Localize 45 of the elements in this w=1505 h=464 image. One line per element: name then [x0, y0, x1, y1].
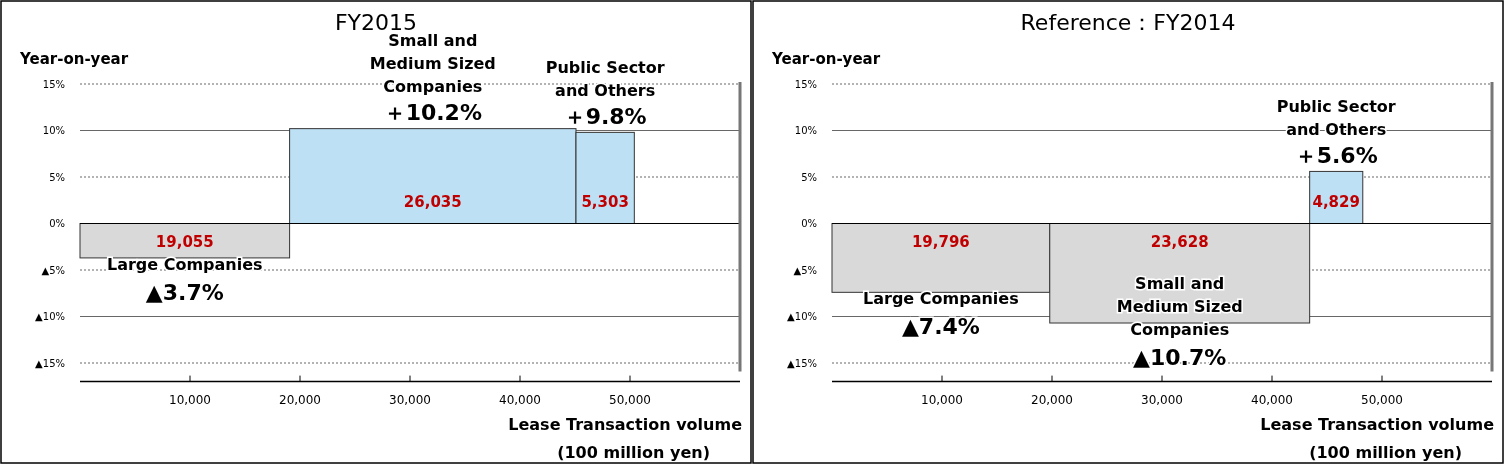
y-tick-label: 5%	[801, 171, 817, 183]
y-tick-label: 10%	[42, 125, 65, 136]
y-tick-label: ▲5%	[793, 264, 817, 276]
y-tick-label: ▲5%	[41, 264, 65, 276]
y-tick-label: ▲15%	[787, 357, 817, 369]
x-tick-label: 20,000	[1031, 392, 1073, 407]
annotation: 23,628	[1150, 232, 1209, 251]
x-axis-title: Lease Transaction volume (100 million yen)	[1260, 414, 1495, 462]
y-tick-label: 15%	[794, 78, 817, 90]
x-tick-label: 30,000	[1141, 392, 1183, 407]
y-axis-title: Year-on-year	[19, 50, 129, 68]
annotation: 19,796	[911, 232, 970, 251]
annotation: ▲3.7%	[145, 279, 224, 305]
y-tick-label: 5%	[49, 171, 65, 183]
x-tick-label: 20,000	[279, 392, 321, 407]
annotation: 26,035	[403, 192, 462, 211]
x-tick-label: 50,000	[1361, 392, 1403, 407]
annotation: ＋5.6%	[1294, 143, 1378, 169]
y-tick-label: 0%	[801, 218, 817, 229]
chart-title: Reference：FY2014	[1020, 10, 1236, 35]
x-tick-label: 10,000	[169, 392, 211, 407]
y-tick-label: 15%	[42, 78, 65, 90]
annotation: ＋9.8%	[563, 104, 647, 130]
y-tick-label: ▲15%	[35, 357, 65, 369]
annotation: Small and Medium Sized Companies	[1116, 273, 1243, 339]
y-tick-label: ▲10%	[35, 311, 65, 322]
x-tick-label: 10,000	[921, 392, 963, 407]
y-tick-label: 0%	[49, 218, 65, 229]
annotation: 5,303	[581, 192, 629, 211]
annotation: Large Companies	[863, 288, 1019, 308]
x-tick-label: 50,000	[609, 392, 651, 407]
annotation: ▲7.4%	[901, 314, 980, 340]
y-tick-label: ▲10%	[787, 311, 817, 322]
x-tick-label: 40,000	[499, 392, 541, 407]
y-tick-label: 10%	[794, 125, 817, 136]
annotation: ＋10.2%	[383, 100, 482, 126]
x-tick-label: 40,000	[1251, 392, 1293, 407]
annotation: Large Companies	[106, 254, 263, 274]
annotation: ▲10.7%	[1133, 344, 1227, 370]
y-axis-title: Year-on-year	[771, 50, 881, 68]
annotation: 4,829	[1312, 192, 1360, 211]
annotation: 19,055	[155, 232, 214, 251]
x-tick-label: 30,000	[389, 392, 431, 407]
annotation: Public Sector and Others	[545, 57, 665, 100]
x-axis-title: Lease Transaction volume (100 million yen)	[508, 414, 743, 462]
